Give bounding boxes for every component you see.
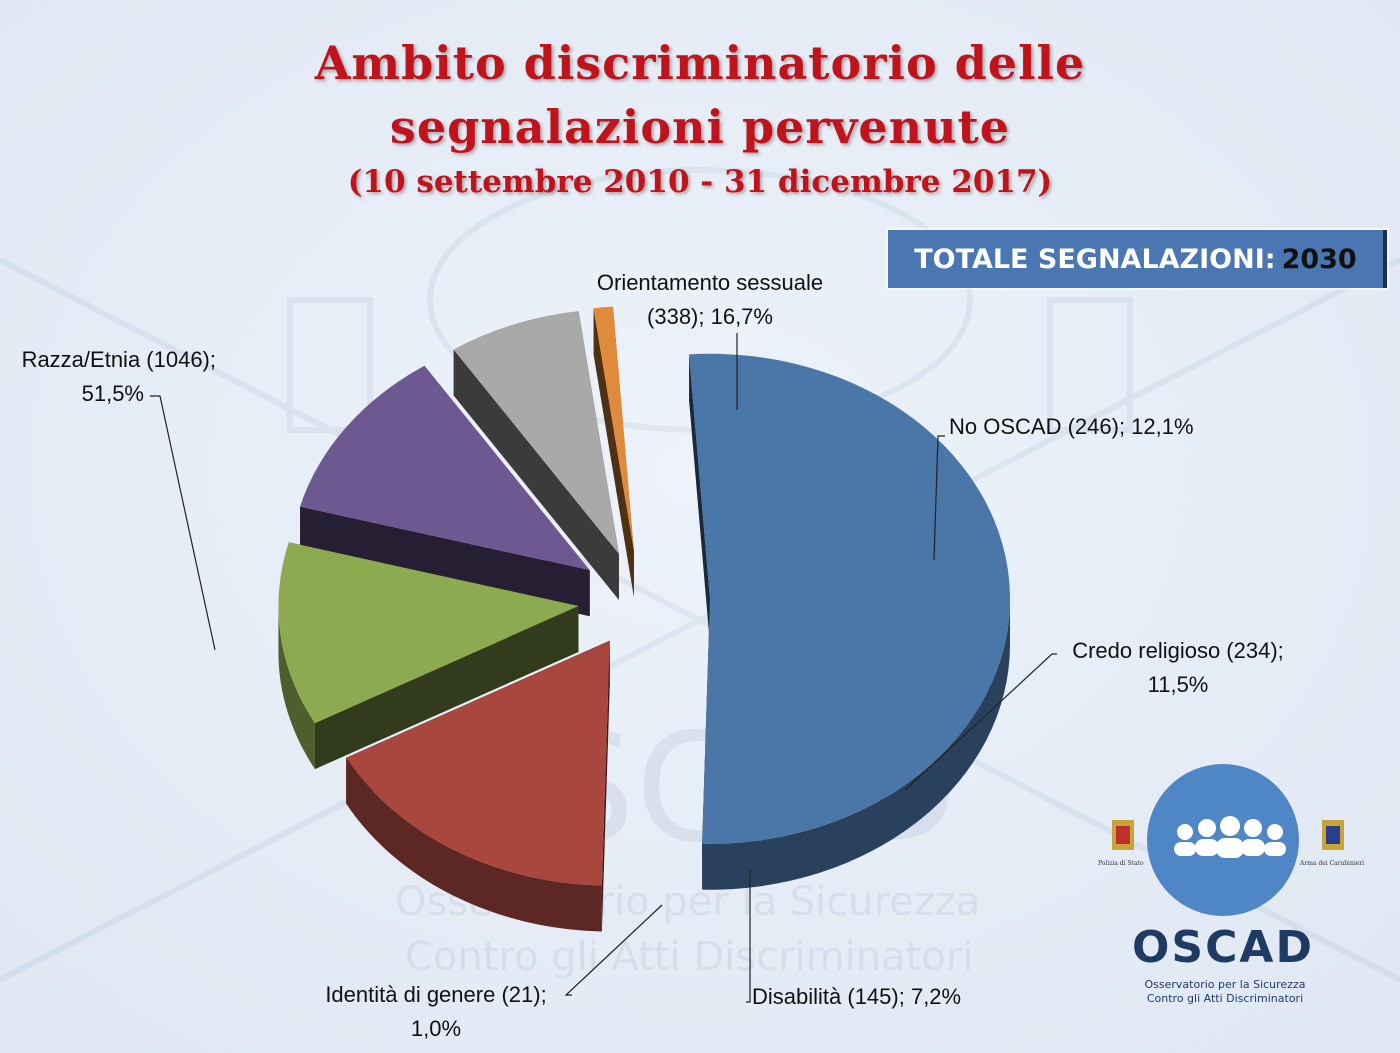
slice-rim-orientamento-sessuale-0 xyxy=(346,757,602,932)
label-identita-line2: 1,0% xyxy=(410,1016,462,1041)
label-orientamento-sessuale: Orientamento sessuale (338); 16,7% xyxy=(560,266,860,334)
label-credo-religioso: Credo religioso (234); 11,5% xyxy=(1058,634,1298,702)
label-no-oscad-line1: No OSCAD (246); 12,1% xyxy=(949,414,1194,439)
slice-wall-disabilit--0 xyxy=(453,349,619,600)
polizia-emblem-icon xyxy=(1112,820,1134,850)
label-razza-etnia: Razza/Etnia (1046); 51,5% xyxy=(6,343,216,411)
leader-line-disabilit- xyxy=(746,870,751,1003)
label-credo-line2: 11,5% xyxy=(1147,672,1209,697)
slice-top-disabilit- xyxy=(453,311,619,554)
slice-no-oscad xyxy=(278,542,579,770)
slice-rim-no-oscad-0 xyxy=(278,605,315,770)
slice-wall-no-oscad-0 xyxy=(314,605,579,770)
total-reports-box: TOTALE SEGNALAZIONI: 2030 xyxy=(888,230,1387,288)
slice-disabilit- xyxy=(453,311,619,600)
label-razza-etnia-line1: Razza/Etnia (1046); xyxy=(21,347,216,372)
label-disabilita: Disabilità (145); 7,2% xyxy=(752,980,961,1014)
slice-razza-etnia xyxy=(689,353,1010,890)
slice-rim-razza-etnia-0 xyxy=(702,598,1010,890)
total-reports-value: 2030 xyxy=(1281,243,1357,275)
label-identita-line1: Identità di genere (21); xyxy=(325,982,547,1007)
slice-identit-di-genere xyxy=(593,306,634,598)
people-icon xyxy=(1174,816,1286,858)
oscad-subtitle-line2: Contro gli Atti Discriminatori xyxy=(1146,992,1304,1005)
label-razza-etnia-line2: 51,5% xyxy=(81,381,144,406)
polizia-emblem-caption: Polizia di Stato xyxy=(1098,860,1144,867)
slice-top-no-oscad xyxy=(278,542,579,724)
svg-text:Contro gli Atti Discriminatori: Contro gli Atti Discriminatori xyxy=(405,934,973,980)
label-no-oscad: No OSCAD (246); 12,1% xyxy=(949,410,1194,444)
leader-line-no-oscad xyxy=(933,435,945,561)
slice-orientamento-sessuale xyxy=(346,640,610,932)
slice-top-credo-religioso xyxy=(300,365,590,571)
carabinieri-emblem-icon xyxy=(1322,820,1344,850)
total-reports-label: TOTALE SEGNALAZIONI: xyxy=(914,243,1276,275)
label-disabilita-line1: Disabilità (145); 7,2% xyxy=(752,984,962,1009)
label-orientamento-line2: (338); 16,7% xyxy=(647,304,773,329)
leader-line-identit-di-genere xyxy=(564,904,663,996)
label-credo-line1: Credo religioso (234); xyxy=(1072,638,1284,663)
leader-line-credo-religioso xyxy=(904,653,1057,791)
slice-top-orientamento-sessuale xyxy=(346,640,610,886)
label-orientamento-line1: Orientamento sessuale xyxy=(596,270,824,295)
carabinieri-emblem-caption: Arma dei Carabinieri xyxy=(1300,860,1365,867)
slice-top-razza-etnia xyxy=(689,353,1010,844)
oscad-wordmark: OSCAD xyxy=(1132,922,1314,973)
chart-title-line2: segnalazioni pervenute xyxy=(389,100,1011,154)
chart-subtitle: (10 settembre 2010 - 31 dicembre 2017) xyxy=(347,164,1053,200)
slice-wall-razza-etnia-0 xyxy=(689,354,710,645)
slice-wall-credo-religioso-0 xyxy=(300,506,590,617)
label-identita-genere: Identità di genere (21); 1,0% xyxy=(306,978,566,1046)
slice-wall-identit-di-genere-0 xyxy=(593,308,634,598)
slice-wall-orientamento-sessuale-0 xyxy=(601,640,610,932)
leader-line-razza-etnia xyxy=(150,395,216,651)
oscad-subtitle-line1: Osservatorio per la Sicurezza xyxy=(1144,978,1306,991)
slice-top-identit-di-genere xyxy=(593,306,634,552)
slice-credo-religioso xyxy=(300,365,590,617)
chart-title-line1: Ambito discriminatorio delle xyxy=(314,36,1086,90)
